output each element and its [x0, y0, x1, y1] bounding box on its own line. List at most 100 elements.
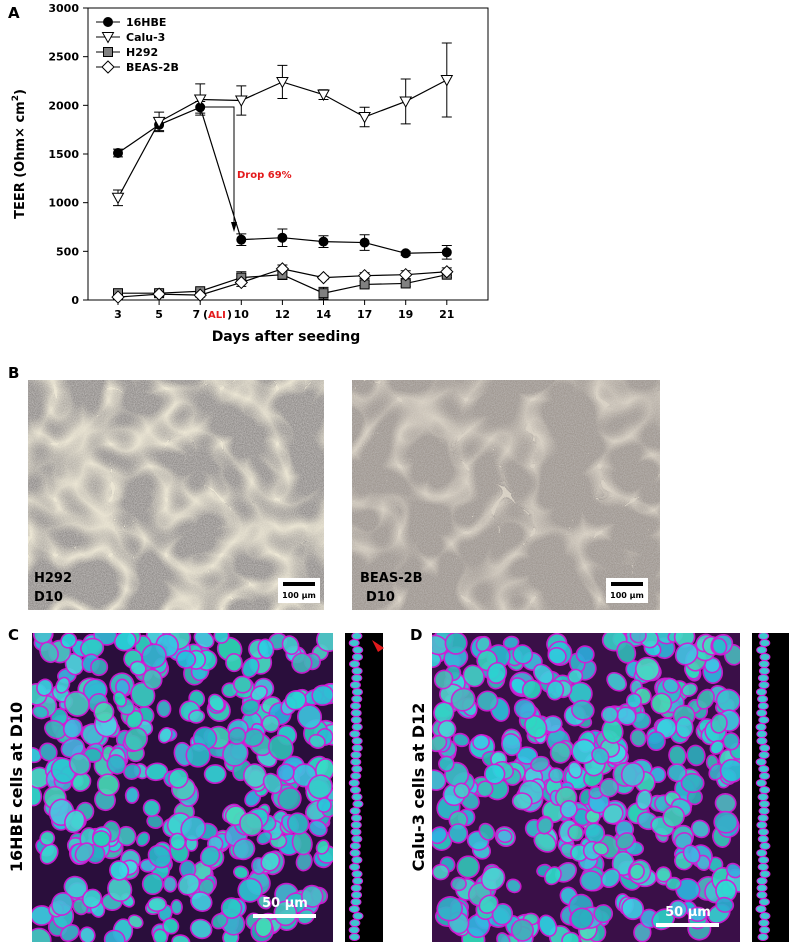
side-cell: [351, 856, 363, 864]
chart: 0 500 1000 1500 2000 2500 3000 3 5 7 10 12 14 17 19 21 1…: [48, 2, 454, 321]
side-view: [752, 633, 789, 942]
side-cell: [350, 772, 362, 780]
cell: [260, 851, 281, 872]
image-swirl: [28, 380, 324, 610]
side-cell: [758, 800, 770, 808]
scale-label: 100 µm: [610, 591, 644, 600]
cell: [571, 699, 595, 721]
data-point: [441, 247, 452, 258]
cell: [193, 633, 215, 649]
cell: [629, 633, 647, 644]
cell: [301, 884, 324, 908]
side-cell: [350, 716, 362, 724]
cell: [450, 687, 476, 712]
scale-bar: [611, 582, 643, 586]
side-cell: [756, 849, 768, 857]
data-point: [398, 267, 413, 282]
side-cell: [757, 828, 769, 836]
data-point: [275, 262, 290, 276]
cell: [199, 845, 221, 867]
side-cell: [755, 723, 767, 731]
cell: [600, 868, 621, 889]
data-point: [113, 148, 123, 159]
annotation: Drop 69%: [237, 170, 292, 181]
cell: [315, 839, 330, 855]
cell: [475, 635, 491, 653]
cell: [478, 822, 496, 841]
side-cell: [757, 933, 769, 941]
data-point: [318, 236, 329, 247]
side-cell: [755, 779, 767, 787]
cell: [646, 731, 666, 752]
data-point: [358, 112, 371, 124]
cell: [240, 698, 260, 717]
cell: [575, 645, 595, 664]
x-tick-label: 7: [193, 308, 201, 321]
side-cell: [757, 674, 769, 682]
cell: [141, 872, 164, 896]
cell: [262, 772, 283, 795]
cell: [257, 638, 275, 659]
cell: [682, 844, 701, 864]
cell: [600, 705, 619, 724]
cell: [136, 831, 151, 847]
cell: [711, 637, 728, 656]
side-cell: [352, 877, 364, 885]
side-cell: [758, 716, 770, 724]
legend-label: BEAS-2B: [126, 61, 179, 74]
panel-label: B: [8, 364, 19, 382]
side-cell: [349, 660, 361, 668]
cell: [106, 754, 127, 775]
cell: [722, 732, 740, 751]
cell: [168, 768, 189, 789]
side-cell: [350, 884, 362, 892]
panel-caption: Calu-3 cells at D12: [409, 703, 428, 872]
cell: [512, 644, 534, 665]
scale-bar: [283, 582, 315, 586]
cell: [68, 752, 91, 776]
side-cell: [758, 681, 770, 689]
data-point: [152, 287, 166, 301]
x-tick-label: 12: [275, 308, 290, 321]
scale-label: 100 µm: [282, 591, 316, 600]
cell: [710, 713, 728, 734]
cell: [496, 829, 513, 844]
side-cell: [759, 842, 771, 850]
side-cell: [351, 891, 363, 899]
side-cell: [759, 912, 771, 920]
cell-name: H292: [34, 571, 72, 586]
cell: [432, 652, 442, 669]
cell: [432, 863, 450, 881]
cell: [620, 762, 645, 788]
cell: [64, 809, 86, 834]
cell: [63, 690, 90, 717]
data-point: [399, 96, 413, 108]
cell: [39, 830, 56, 847]
cell: [450, 876, 467, 892]
cell: [189, 918, 213, 940]
data-point: [359, 237, 370, 248]
cell: [32, 927, 52, 942]
side-layer: [345, 633, 383, 942]
side-cell: [759, 744, 771, 752]
side-cell: [351, 667, 363, 675]
cell: [107, 876, 133, 902]
cell: [124, 727, 148, 752]
cell: [549, 741, 572, 764]
side-cell: [352, 912, 364, 920]
cell: [513, 698, 536, 720]
cell: [432, 734, 448, 753]
scale-label: 50 µm: [262, 896, 308, 911]
panel-label: D: [410, 626, 422, 644]
cell: [308, 819, 328, 837]
panel-label: A: [8, 4, 20, 22]
cell: [674, 642, 699, 666]
cell: [32, 746, 43, 764]
ali-open: (: [203, 308, 208, 321]
side-cell: [349, 863, 361, 871]
cell: [472, 733, 490, 751]
cell: [124, 786, 140, 804]
cell: [308, 733, 326, 749]
side-cell: [756, 646, 768, 654]
